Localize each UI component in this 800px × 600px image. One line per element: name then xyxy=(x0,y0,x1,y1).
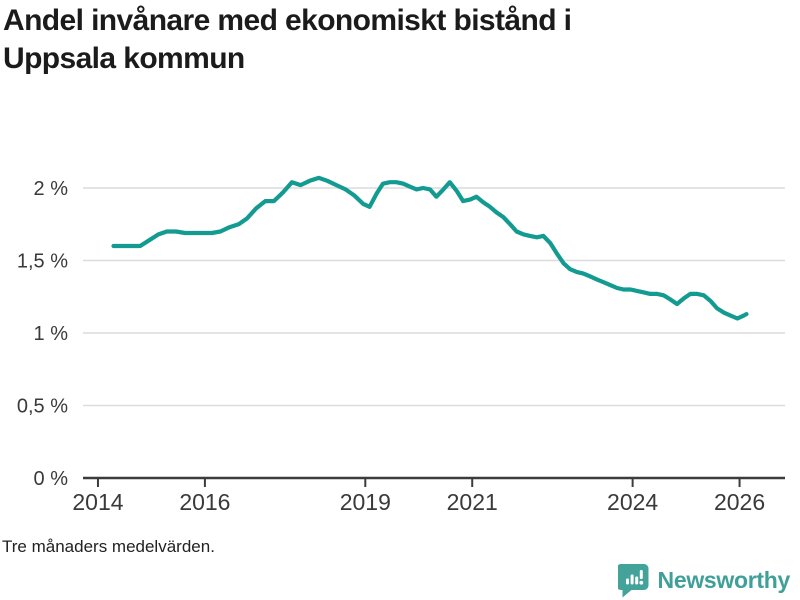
y-tick-label: 0,5 % xyxy=(17,396,68,418)
y-tick-label: 2 % xyxy=(34,178,69,200)
newsworthy-logo: Newsworthy xyxy=(617,562,791,598)
x-tick-label: 2019 xyxy=(340,489,391,515)
bar-chart-speech-bubble-icon xyxy=(617,564,649,598)
bar-chart-glyph xyxy=(625,570,643,585)
y-tick-label: 1 % xyxy=(34,323,69,345)
data-line xyxy=(111,175,749,321)
chart-footnote: Tre månaders medelvärden. xyxy=(2,537,215,556)
x-tick-label: 2026 xyxy=(714,489,765,515)
newsworthy-logo-text: Newsworthy xyxy=(657,566,791,593)
x-tick-label: 2016 xyxy=(179,489,230,515)
chart-title-line2: Uppsala kommun xyxy=(3,41,245,75)
x-tick-label: 2024 xyxy=(607,489,658,515)
x-tick-label: 2021 xyxy=(447,489,498,515)
x-tick-label: 2014 xyxy=(72,489,123,515)
chart-title: Andel invånare med ekonomiskt bistånd i U… xyxy=(3,2,572,78)
chart-title-line1: Andel invånare med ekonomiskt bistånd i xyxy=(3,4,572,37)
y-tick-label: 1,5 % xyxy=(17,251,68,273)
y-tick-label: 0 % xyxy=(34,468,69,490)
